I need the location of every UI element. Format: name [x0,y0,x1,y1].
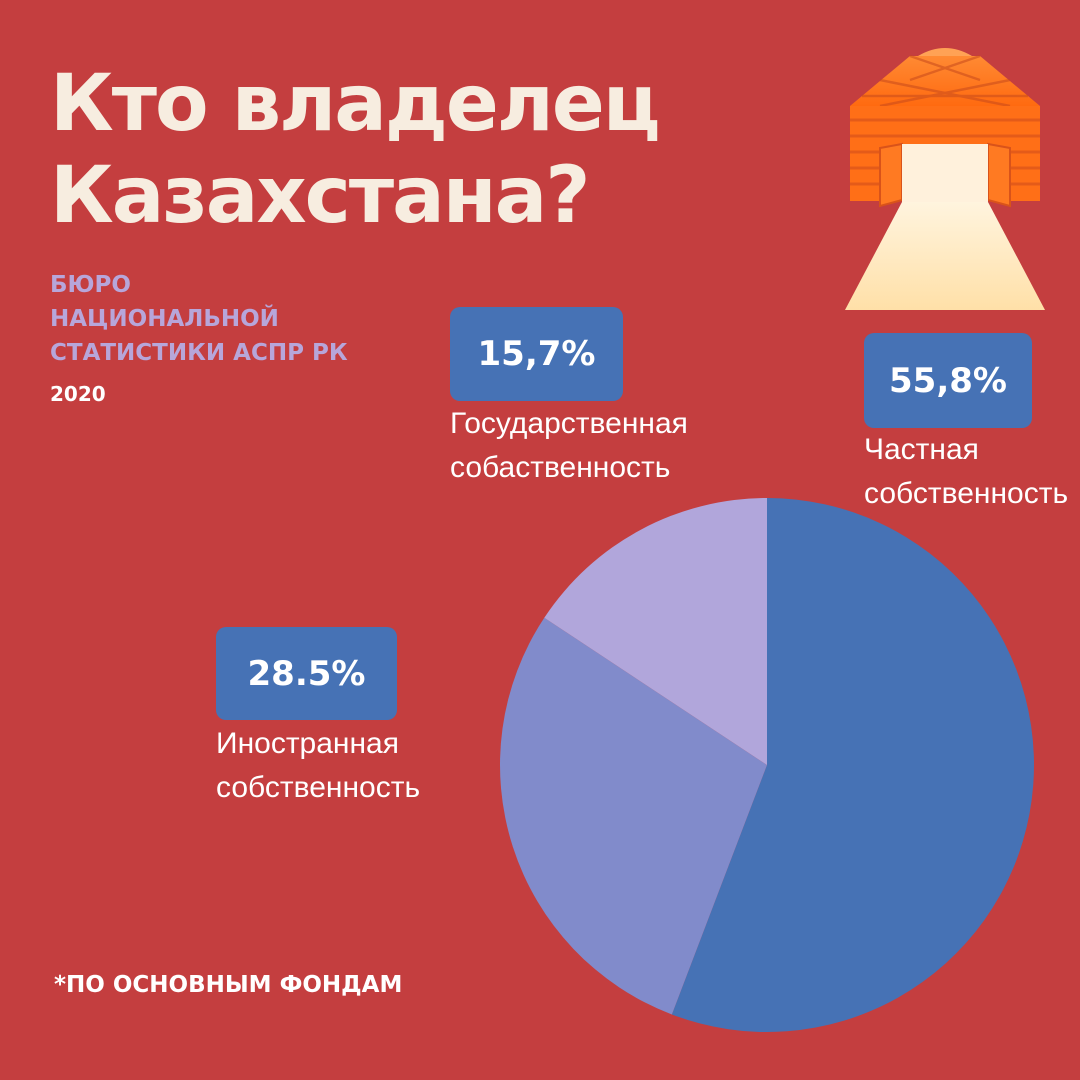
label-private: Частная собственность [864,428,1068,516]
label-state-line-1: Государственная [450,407,688,440]
label-foreign: Иностранная собственность [216,722,420,810]
label-foreign-line-2: собственность [216,771,421,804]
label-foreign-line-1: Иностранная [216,727,399,760]
title-line-2: Казахстана? [50,151,591,241]
footnote: *ПО ОСНОВНЫМ ФОНДАМ [54,972,403,998]
title-line-1: Кто владелец [50,59,661,149]
source-year: 2020 [50,382,106,406]
source-label: БЮРО НАЦИОНАЛЬНОЙ СТАТИСТИКИ АСПР РК [50,268,348,370]
badge-foreign: 28.5% [216,627,397,720]
pie-slice-state [544,498,767,765]
yurt-doorway-icon [845,48,1045,310]
pie-slice-foreign [499,617,767,1015]
label-private-line-1: Частная [864,433,979,466]
page-title: Кто владелец Казахстана? [50,58,661,242]
pie-slice-private [671,498,1034,1032]
badge-private: 55,8% [864,333,1032,428]
source-line-2: НАЦИОНАЛЬНОЙ [50,306,279,332]
label-private-line-2: собственность [864,477,1069,510]
badge-state: 15,7% [450,307,623,401]
source-line-3: СТАТИСТИКИ АСПР РК [50,340,348,366]
label-state-line-2: собаственность [450,451,671,484]
label-state: Государственная собаственность [450,402,688,490]
source-line-1: БЮРО [50,272,131,298]
